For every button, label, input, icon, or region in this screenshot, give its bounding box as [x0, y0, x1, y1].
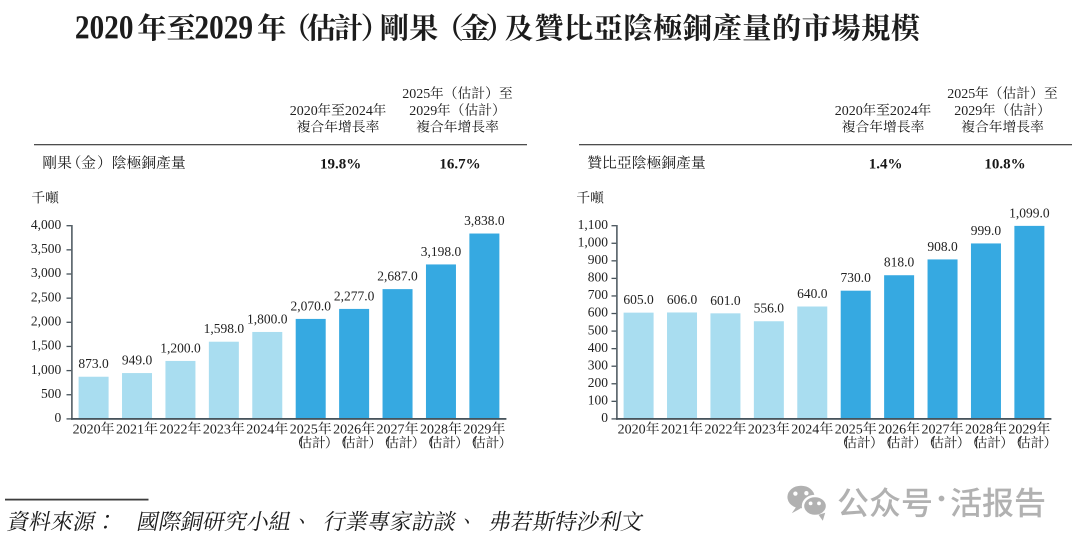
svg-text:640.0: 640.0 — [797, 286, 828, 301]
svg-text:2026: 2026 — [878, 422, 906, 437]
svg-text:300: 300 — [588, 357, 609, 372]
svg-text:16.7%: 16.7% — [439, 157, 480, 173]
svg-text:100: 100 — [588, 393, 609, 408]
svg-text:3,838.0: 3,838.0 — [464, 213, 505, 228]
svg-text:600: 600 — [588, 305, 609, 320]
svg-text:556.0: 556.0 — [754, 301, 785, 316]
svg-text:2,070.0: 2,070.0 — [290, 298, 331, 313]
svg-text:2020: 2020 — [290, 104, 318, 119]
svg-text:4,000: 4,000 — [31, 217, 62, 232]
svg-text:908.0: 908.0 — [927, 239, 958, 254]
svg-text:949.0: 949.0 — [122, 353, 153, 368]
svg-text:2022: 2022 — [159, 422, 187, 437]
svg-text:2025: 2025 — [835, 422, 863, 437]
svg-text:730.0: 730.0 — [841, 270, 872, 285]
svg-text:999.0: 999.0 — [971, 223, 1002, 238]
svg-text:601.0: 601.0 — [710, 293, 741, 308]
svg-text:2023: 2023 — [748, 422, 776, 437]
svg-text:2023: 2023 — [203, 422, 231, 437]
svg-text:3,198.0: 3,198.0 — [421, 244, 462, 259]
svg-text:2029: 2029 — [1008, 422, 1036, 437]
svg-text:2028: 2028 — [420, 422, 448, 437]
svg-text:1,800.0: 1,800.0 — [247, 311, 288, 326]
svg-text:700: 700 — [588, 287, 609, 302]
svg-text:2,000: 2,000 — [31, 314, 62, 329]
svg-text:2029: 2029 — [463, 422, 491, 437]
svg-text:2025: 2025 — [402, 87, 430, 102]
svg-text:2028: 2028 — [965, 422, 993, 437]
svg-text:1,100: 1,100 — [578, 217, 609, 232]
svg-text:2024: 2024 — [791, 422, 819, 437]
svg-text:500: 500 — [588, 322, 609, 337]
svg-text:500: 500 — [41, 386, 62, 401]
svg-text:2025: 2025 — [290, 422, 318, 437]
svg-text:1,598.0: 1,598.0 — [204, 321, 245, 336]
svg-text:2024: 2024 — [246, 422, 274, 437]
svg-text:2,687.0: 2,687.0 — [377, 269, 418, 284]
svg-text:0: 0 — [55, 410, 62, 425]
svg-text:2029: 2029 — [954, 104, 982, 119]
svg-text:2029: 2029 — [409, 104, 437, 119]
svg-text:1,200.0: 1,200.0 — [160, 340, 201, 355]
svg-text:873.0: 873.0 — [78, 356, 109, 371]
svg-text:900: 900 — [588, 252, 609, 267]
svg-text:2,277.0: 2,277.0 — [334, 288, 375, 303]
svg-text:400: 400 — [588, 340, 609, 355]
svg-text:1,000: 1,000 — [578, 234, 609, 249]
svg-text:10.8%: 10.8% — [984, 157, 1025, 173]
svg-text:3,000: 3,000 — [31, 265, 62, 280]
svg-text:2026: 2026 — [333, 422, 361, 437]
svg-text:605.0: 605.0 — [623, 292, 654, 307]
svg-text:1,500: 1,500 — [31, 338, 62, 353]
svg-text:19.8%: 19.8% — [320, 157, 361, 173]
svg-text:2024: 2024 — [890, 104, 918, 119]
svg-text:2021: 2021 — [661, 422, 689, 437]
svg-text:2024: 2024 — [345, 104, 373, 119]
svg-text:200: 200 — [588, 375, 609, 390]
svg-text:1,000: 1,000 — [31, 362, 62, 377]
svg-text:2020: 2020 — [73, 422, 101, 437]
svg-text:3,500: 3,500 — [31, 241, 62, 256]
svg-text:818.0: 818.0 — [884, 255, 915, 270]
svg-text:2022: 2022 — [704, 422, 732, 437]
svg-text:1.4%: 1.4% — [869, 157, 903, 173]
svg-text:2027: 2027 — [377, 422, 405, 437]
svg-text:2020: 2020 — [835, 104, 863, 119]
svg-text:0: 0 — [601, 410, 608, 425]
svg-text:1,099.0: 1,099.0 — [1009, 205, 1050, 220]
svg-text:606.0: 606.0 — [667, 292, 698, 307]
svg-text:2021: 2021 — [116, 422, 144, 437]
svg-text:800: 800 — [588, 270, 609, 285]
svg-text:2020: 2020 — [618, 422, 646, 437]
svg-text:2027: 2027 — [922, 422, 950, 437]
svg-text:2,500: 2,500 — [31, 289, 62, 304]
svg-text:2025: 2025 — [947, 87, 975, 102]
